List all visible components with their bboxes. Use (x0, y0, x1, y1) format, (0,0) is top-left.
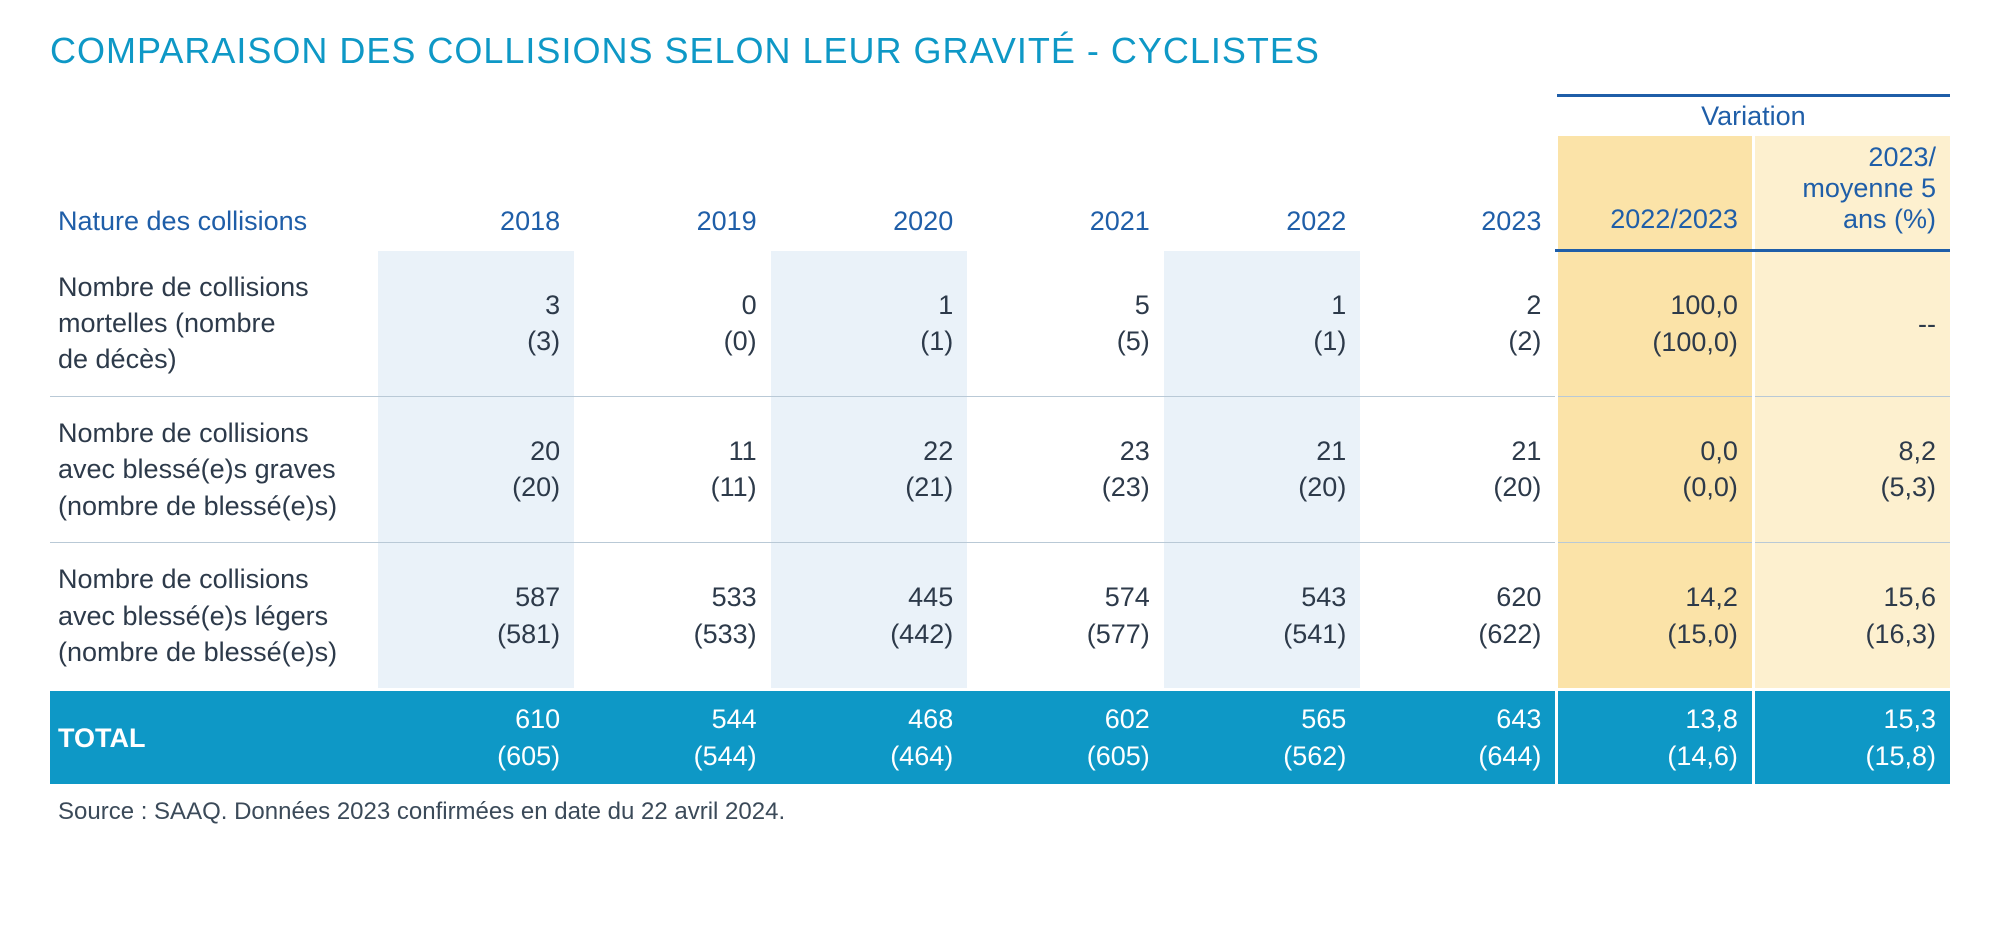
cell-variation: 15,6 (16,3) (1753, 543, 1950, 690)
collision-table: Nature des collisions 2018 2019 2020 202… (50, 94, 1950, 784)
row-label: Nombre de collisions mortelles (nombre d… (50, 251, 378, 397)
source-note: Source : SAAQ. Données 2023 confirmées e… (50, 798, 1950, 826)
col-header-year: 2021 (967, 96, 1164, 251)
page-title: COMPARAISON DES COLLISIONS SELON LEUR GR… (50, 30, 1950, 72)
col-header-year: 2020 (771, 96, 968, 251)
col-header-year: 2018 (378, 96, 575, 251)
cell: 0 (0) (574, 251, 771, 397)
cell: 2 (2) (1360, 251, 1557, 397)
table-row: Nombre de collisions mortelles (nombre d… (50, 251, 1950, 397)
col-header-variation-1: 2022/2023 (1557, 136, 1754, 251)
cell-variation: 14,2 (15,0) (1557, 543, 1754, 690)
row-label-total: TOTAL (50, 690, 378, 784)
cell: 610 (605) (378, 690, 575, 784)
cell-variation: -- (1753, 251, 1950, 397)
cell: 602 (605) (967, 690, 1164, 784)
cell: 21 (20) (1164, 396, 1361, 542)
table-row: Nombre de collisions avec blessé(e)s gra… (50, 396, 1950, 542)
cell: 1 (1) (771, 251, 968, 397)
row-label: Nombre de collisions avec blessé(e)s lég… (50, 543, 378, 690)
col-header-year: 2023 (1360, 96, 1557, 251)
cell: 445 (442) (771, 543, 968, 690)
cell: 468 (464) (771, 690, 968, 784)
table-row-total: TOTAL 610 (605) 544 (544) 468 (464) 602 … (50, 690, 1950, 784)
cell: 11 (11) (574, 396, 771, 542)
col-header-year: 2022 (1164, 96, 1361, 251)
row-label: Nombre de collisions avec blessé(e)s gra… (50, 396, 378, 542)
cell-variation: 0,0 (0,0) (1557, 396, 1754, 542)
cell: 3 (3) (378, 251, 575, 397)
table-row: Nombre de collisions avec blessé(e)s lég… (50, 543, 1950, 690)
col-header-label: Nature des collisions (50, 96, 378, 251)
cell-variation: 100,0 (100,0) (1557, 251, 1754, 397)
cell: 5 (5) (967, 251, 1164, 397)
cell: 587 (581) (378, 543, 575, 690)
cell: 544 (544) (574, 690, 771, 784)
col-header-variation-2: 2023/ moyenne 5 ans (%) (1753, 136, 1950, 251)
col-header-year: 2019 (574, 96, 771, 251)
cell: 643 (644) (1360, 690, 1557, 784)
cell-variation: 15,3 (15,8) (1753, 690, 1950, 784)
cell: 1 (1) (1164, 251, 1361, 397)
cell: 21 (20) (1360, 396, 1557, 542)
cell: 620 (622) (1360, 543, 1557, 690)
cell: 565 (562) (1164, 690, 1361, 784)
cell: 533 (533) (574, 543, 771, 690)
cell-variation: 13,8 (14,6) (1557, 690, 1754, 784)
cell: 23 (23) (967, 396, 1164, 542)
cell: 574 (577) (967, 543, 1164, 690)
col-header-variation: Variation (1557, 96, 1950, 137)
cell: 543 (541) (1164, 543, 1361, 690)
cell: 20 (20) (378, 396, 575, 542)
cell-variation: 8,2 (5,3) (1753, 396, 1950, 542)
cell: 22 (21) (771, 396, 968, 542)
